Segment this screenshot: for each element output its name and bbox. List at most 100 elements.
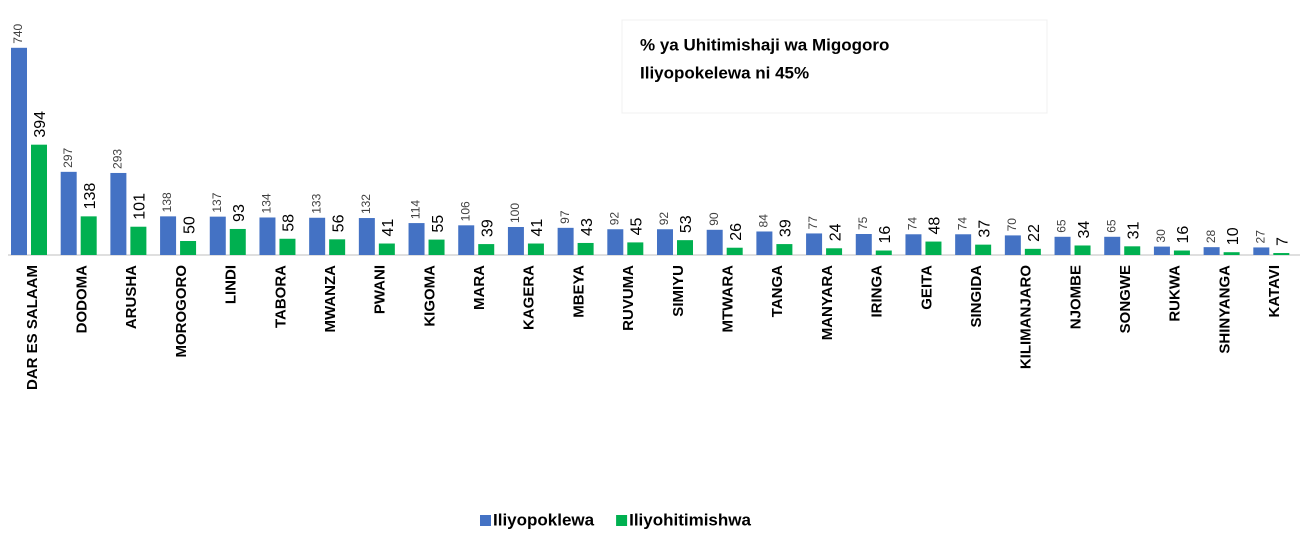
value-label-group: 53 <box>676 212 698 237</box>
value-label: 100 <box>508 203 522 223</box>
value-label: 48 <box>927 217 944 235</box>
value-label: 70 <box>1005 218 1019 232</box>
value-label-group: 16 <box>874 222 897 247</box>
value-label-group: 10 <box>1222 224 1245 249</box>
bar <box>756 231 773 255</box>
bar <box>11 47 27 255</box>
value-label-group: 43 <box>576 215 599 239</box>
value-label-group: 16 <box>1172 222 1195 247</box>
bar <box>955 234 972 255</box>
bar <box>527 243 544 255</box>
x-tick-label: SIMIYU <box>670 265 687 317</box>
value-label-bg <box>328 211 351 236</box>
value-label-group: 41 <box>377 215 400 240</box>
value-label: 41 <box>529 219 546 237</box>
value-label: 92 <box>657 212 671 226</box>
value-label-bg <box>129 190 152 223</box>
value-label: 26 <box>728 223 745 241</box>
value-label-group: 31 <box>1123 218 1146 243</box>
value-label-bg <box>924 213 947 238</box>
value-label-group: 24 <box>825 220 848 245</box>
x-tick-label: MARA <box>471 265 488 310</box>
value-label: 50 <box>181 216 198 234</box>
value-label: 740 <box>11 23 25 43</box>
value-label-bg <box>974 216 997 241</box>
bar <box>975 244 992 255</box>
value-label-group: 48 <box>924 213 947 238</box>
value-label-group: 50 <box>179 213 202 237</box>
value-label-bg <box>725 219 748 244</box>
bar <box>557 227 574 255</box>
value-label: 74 <box>955 217 969 231</box>
value-label-bg <box>79 179 102 213</box>
x-tick-label: SINGIDA <box>968 265 985 328</box>
bar <box>130 226 147 255</box>
value-label-bg <box>1222 224 1245 249</box>
bar <box>826 248 843 255</box>
x-tick-label: DODOMA <box>74 265 91 333</box>
value-label-bg <box>676 212 698 237</box>
value-label: 394 <box>32 111 49 138</box>
bar <box>110 172 127 255</box>
value-label-bg <box>874 222 897 247</box>
bar <box>1124 246 1141 255</box>
value-label-group: 138 <box>79 179 102 213</box>
value-label: 134 <box>260 193 274 213</box>
value-label-group: 39 <box>477 216 500 241</box>
value-label-group: 394 <box>30 107 52 141</box>
legend-label: Iliyopoklewa <box>493 510 595 529</box>
bar <box>855 234 872 255</box>
bar <box>1004 235 1021 255</box>
value-label-bg <box>377 215 400 240</box>
bar <box>60 171 77 255</box>
value-label-group: 7 <box>1272 234 1295 250</box>
value-label-bg <box>179 213 202 237</box>
x-tick-label: TABORA <box>272 265 289 328</box>
legend-label: Iliyohitimishwa <box>629 510 751 529</box>
bar <box>1054 236 1071 255</box>
bar <box>726 247 743 255</box>
value-label-bg <box>228 201 251 225</box>
value-label: 7 <box>1275 237 1292 246</box>
annotation: Iliyopokelewa ni 45% <box>640 63 809 82</box>
x-tick-label: SHINYANGA <box>1216 265 1233 354</box>
value-label-bg <box>1023 221 1046 245</box>
x-tick-label: MBEYA <box>570 265 587 318</box>
x-tick-label: MWANZA <box>322 265 339 333</box>
bar <box>80 216 97 255</box>
value-label: 106 <box>458 201 472 221</box>
value-label: 55 <box>430 215 447 233</box>
value-label: 65 <box>1055 219 1069 233</box>
value-label-bg <box>1073 217 1096 242</box>
annotation-box <box>621 19 1048 114</box>
bar <box>279 238 296 255</box>
x-tick-label: KATAVI <box>1266 265 1283 318</box>
value-label: 293 <box>111 149 125 169</box>
x-tick-label: SONGWE <box>1117 265 1134 333</box>
bar <box>875 250 892 255</box>
value-label-group: 56 <box>328 211 351 236</box>
x-tick-label: ARUSHA <box>123 265 140 329</box>
value-label-group: 22 <box>1023 221 1046 245</box>
value-label: 30 <box>1154 229 1168 243</box>
bar <box>657 229 673 255</box>
x-tick-label: RUKWA <box>1167 265 1184 322</box>
bar <box>1273 253 1290 255</box>
bar <box>478 244 495 255</box>
legend-swatch <box>480 515 491 526</box>
bar <box>1153 246 1170 255</box>
value-label: 297 <box>61 147 75 167</box>
bar <box>309 217 326 255</box>
value-label-bg <box>526 215 549 240</box>
value-label: 39 <box>479 219 496 237</box>
bar <box>677 240 693 255</box>
value-label: 101 <box>132 193 149 220</box>
value-label-bg <box>1123 218 1146 243</box>
x-tick-label: NJOMBE <box>1067 265 1084 329</box>
value-label: 34 <box>1076 221 1093 239</box>
value-label-bg <box>825 220 848 245</box>
bar <box>1223 252 1240 255</box>
value-label: 90 <box>707 212 721 226</box>
value-label: 97 <box>558 210 572 224</box>
bar <box>209 216 226 255</box>
